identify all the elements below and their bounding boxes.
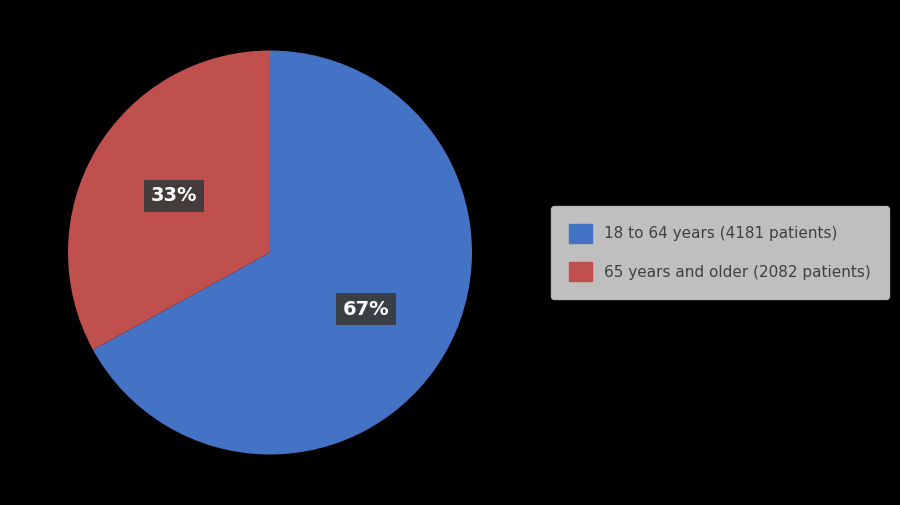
Text: 33%: 33% [151, 186, 198, 206]
Legend: 18 to 64 years (4181 patients), 65 years and older (2082 patients): 18 to 64 years (4181 patients), 65 years… [551, 206, 889, 299]
Text: 67%: 67% [342, 299, 389, 319]
Wedge shape [68, 50, 270, 350]
Wedge shape [93, 50, 472, 454]
